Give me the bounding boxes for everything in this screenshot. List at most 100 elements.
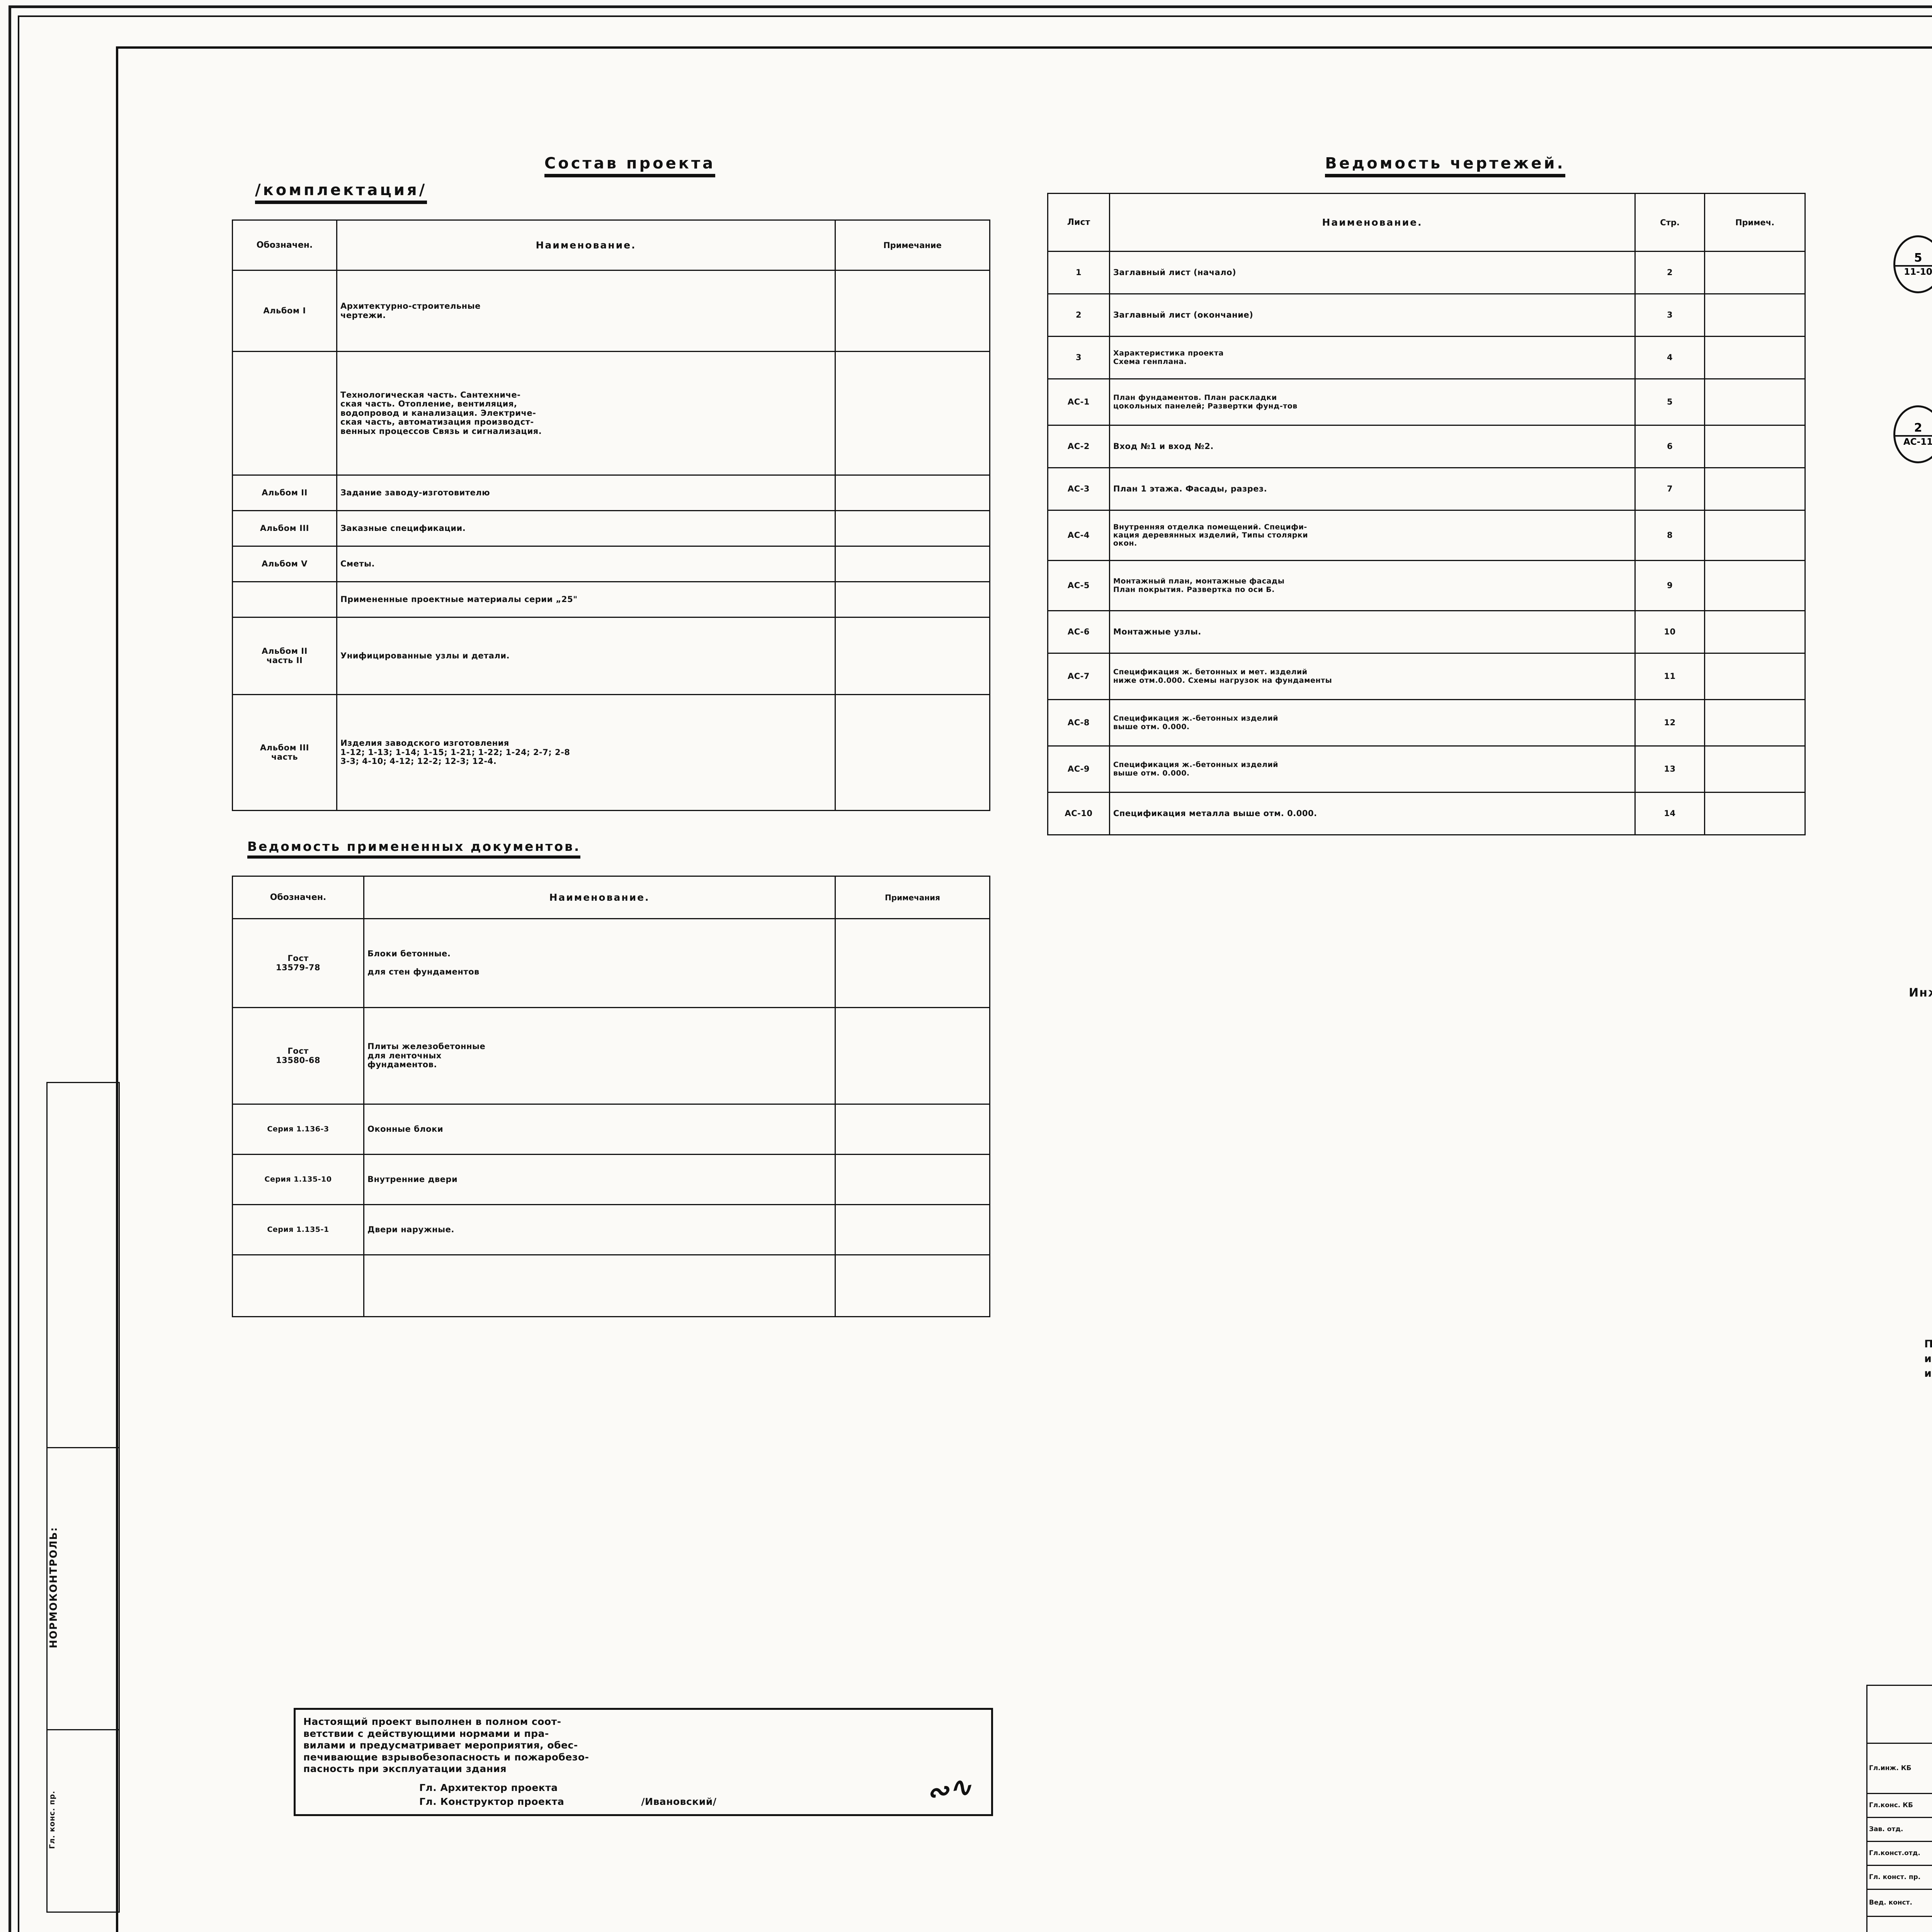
cell-name: Блоки бетонные. для стен фундаментов [363, 918, 836, 1008]
cell-name: Вход №1 и вход №2. [1109, 425, 1636, 468]
cell-note [835, 1104, 990, 1155]
cell-name: Спецификация ж. бетонных и мет. изделий н… [1109, 653, 1636, 700]
table-row: АС-7 Спецификация ж. бетонных и мет. изде… [1047, 653, 1806, 700]
legend-title: Условные обозначения. [1870, 155, 1932, 177]
cell-note [835, 546, 990, 582]
legend-node-sheet: 11-10 [1904, 267, 1932, 277]
cell-note [1704, 610, 1806, 654]
cell-page: 14 [1634, 792, 1705, 835]
cell-name: Монтажные узлы. [1109, 610, 1636, 654]
cell-page: 5 [1634, 378, 1705, 426]
normokontrol-label: НОРМОКОНТРОЛЬ: [48, 1527, 60, 1649]
table-row: АС-9 Спецификация ж.-бетонных изделий выше… [1047, 745, 1806, 793]
normokontrol-role: Гл. конс. пр. [48, 1791, 56, 1849]
table-row: АС-2 Вход №1 и вход №2. 6 [1047, 425, 1806, 468]
project-composition-body: Альбом I Архитектурно-строительные чертежи… [232, 270, 990, 811]
cell-page: 9 [1634, 560, 1705, 611]
section-drawings-list: Ведомость чертежей. Лист Наименование. С… [1047, 155, 1843, 835]
title-underline-3 [247, 855, 581, 859]
applied-documents-title: Ведомость примененных документов. [232, 839, 1028, 859]
cell-name: Технологическая часть. Сантехниче-ская ч… [336, 351, 836, 476]
participation-line1: инженеров-сантехников, электриков, сметч… [1924, 1352, 1932, 1365]
cell-note [1704, 699, 1806, 747]
cell-page: 3 [1634, 293, 1705, 337]
cell-name [363, 1254, 836, 1317]
cell-note [1704, 467, 1806, 511]
cell-designation: Гост 13580-68 [232, 1007, 364, 1105]
cell-note [1704, 425, 1806, 468]
table-row: Альбом II Задание заводу-изготовителю [232, 474, 990, 511]
cell-sheet: АС-5 [1047, 560, 1110, 611]
cell-note [1704, 560, 1806, 611]
cell-note [835, 1254, 990, 1317]
tb-role-3: Гл.конст.отд. [1866, 1841, 1932, 1866]
cell-name: Унифицированные узлы и детали. [336, 617, 836, 695]
cell-sheet: АС-7 [1047, 653, 1110, 700]
chief-constructor-name: /Ивановский/ [641, 1796, 717, 1807]
cell-note [1704, 792, 1806, 835]
cell-note [835, 510, 990, 547]
cell-designation [232, 351, 337, 476]
cell-designation: Альбом III часть [232, 694, 337, 811]
cell-note [1704, 293, 1806, 337]
tb-role-2: Зав. отд. [1866, 1817, 1932, 1842]
section-project-composition: Состав проекта /комплектация/ Обозначен.… [232, 155, 1028, 1317]
cell-note [835, 1154, 990, 1205]
col-header-note: Примечание [835, 219, 990, 271]
cell-name: Плиты железобетонные для ленточных фундаме… [363, 1007, 836, 1105]
cell-sheet: АС-8 [1047, 699, 1110, 747]
title-underline-1 [544, 174, 716, 177]
cell-name: Заглавный лист (начало) [1109, 251, 1636, 294]
normokontrol-role-cell: Гл. конс. пр. [46, 1729, 120, 1913]
cell-sheet: АС-6 [1047, 610, 1110, 654]
legend-node-number: 5 [1914, 251, 1922, 265]
cell-page: 12 [1634, 699, 1705, 747]
table-row: Альбом III Заказные спецификации. [232, 510, 990, 547]
legend-node-circle-icon: 5 11-10 [1893, 235, 1932, 293]
cell-note [835, 617, 990, 695]
title-underline-2 [255, 201, 427, 204]
cell-name: Сметы. [336, 546, 836, 582]
tb-role-5: Вед. конст. [1866, 1889, 1932, 1917]
title-underline-4 [1325, 174, 1565, 177]
cell-sheet: 2 [1047, 293, 1110, 337]
cell-designation: Альбом I [232, 270, 337, 352]
cell-name: План 1 этажа. Фасады, разрез. [1109, 467, 1636, 511]
legend-row: 511-10Номер узла.Обозначение части и лис… [1870, 235, 1932, 293]
compliance-note-box: Настоящий проект выполнен в полном соот-… [294, 1708, 993, 1816]
col-header-page: Стр. [1634, 193, 1705, 252]
table-row: Гост 13579-78 Блоки бетонные. для стен фунд… [232, 918, 990, 1008]
note-line: Настоящий проект выполнен в полном соот- [303, 1716, 561, 1727]
cell-note [835, 270, 990, 352]
cell-sheet: 1 [1047, 251, 1110, 294]
cell-name: Характеристика проекта Схема генплана. [1109, 336, 1636, 379]
participation-section: При участии: инженеров-сантехников, элек… [1924, 1337, 1932, 1381]
table-row: Альбом III часть Изделия заводского изгото… [232, 694, 990, 811]
table-row: Альбом I Архитектурно-строительные чертежи… [232, 270, 990, 352]
cell-page: 8 [1634, 510, 1705, 561]
tb-role-label-5: Вед. конст. [1869, 1899, 1912, 1906]
table-row: АС-4 Внутренняя отделка помещений. Специф… [1047, 510, 1806, 561]
section-legend: Условные обозначения. 511-10Номер узла.О… [1870, 155, 1932, 463]
legend-circle-divider [1895, 265, 1932, 267]
col-header-sheet: Лист [1047, 193, 1110, 252]
cell-sheet: АС-3 [1047, 467, 1110, 511]
note-line: ветствии с действующими нормами и пра- [303, 1728, 549, 1739]
cell-page: 13 [1634, 745, 1705, 793]
tb-role-4: Гл. конст. пр. [1866, 1865, 1932, 1890]
table-header-row: Обозначен. Наименование. Примечания [232, 876, 990, 919]
table-row: 3 Характеристика проекта Схема генплана. 4 [1047, 336, 1806, 379]
tb-role-label-3: Гл.конст.отд. [1869, 1849, 1920, 1857]
legend-node-circle-icon: 2 АС-11 [1893, 405, 1932, 463]
table-row: АС-3 План 1 этажа. Фасады, разрез. 7 [1047, 467, 1806, 511]
normokontrol-stamp: НОРМОКОНТРОЛЬ: Гл. конс. пр. [46, 1082, 120, 1913]
cell-designation: Альбом II часть II [232, 617, 337, 695]
cell-designation: Альбом V [232, 546, 337, 582]
col-header-name: Наименование. [363, 876, 836, 919]
chief-constructor-label: Гл. Конструктор проекта [419, 1796, 565, 1807]
cell-name: Оконные блоки [363, 1104, 836, 1155]
tb-role-1: Гл.конс. КБ [1866, 1793, 1932, 1818]
cell-name: Спецификация ж.-бетонных изделий выше отм… [1109, 745, 1636, 793]
cell-page: 2 [1634, 251, 1705, 294]
title-block: 1978 281-1 -25- 147 Гл.инж. КБ В.Болтинс… [1866, 1685, 1932, 1932]
